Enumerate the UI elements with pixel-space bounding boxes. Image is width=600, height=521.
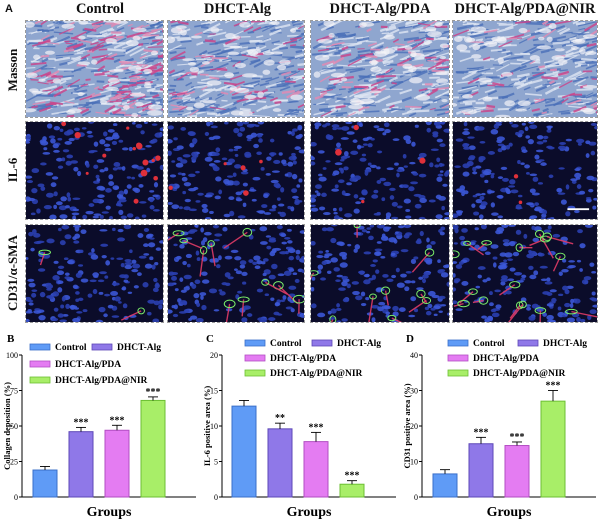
y-tick-label: 25 <box>10 458 18 467</box>
legend-swatch-d-dhct-alg-pda-nir <box>447 369 469 377</box>
bar-c-control <box>231 405 257 498</box>
x-axis-label-d: Groups <box>487 505 532 520</box>
micrograph-masson-control <box>25 20 164 118</box>
bar-d-dhct-alg-pda-nir <box>540 400 566 498</box>
micrograph-il6-dhct-alg <box>167 121 305 220</box>
micrograph-il6-control <box>25 121 164 220</box>
panel-letter-d: D <box>406 333 414 345</box>
bar-c-dhct-alg-pda-nir <box>339 483 365 498</box>
column-title-dhct-alg-pda-nir: DHCT-Alg/PDA@NIR <box>454 1 596 17</box>
legend-swatch-b-control <box>29 343 51 351</box>
micrograph-masson-dhct-alg-pda <box>310 20 450 118</box>
legend-label-c-control: Control <box>270 339 302 349</box>
y-tick-label: 10 <box>410 458 418 467</box>
bar-d-control <box>432 473 458 498</box>
bar-c-dhct-alg <box>267 428 293 498</box>
bar-d-dhct-alg-pda <box>504 445 530 498</box>
bar-b-dhct-alg-pda-nir <box>140 399 166 498</box>
y-tick-label: 20 <box>210 351 218 360</box>
bar-b-dhct-alg-pda <box>104 429 130 498</box>
legend-swatch-c-control <box>244 339 266 347</box>
y-tick-label: 75 <box>10 387 18 396</box>
micrograph-cd31-asma-dhct-alg <box>167 224 305 323</box>
y-tick-label: 5 <box>214 458 218 467</box>
column-title-dhct-alg: DHCT-Alg <box>203 1 272 17</box>
legend-swatch-d-dhct-alg <box>517 339 539 347</box>
row-label-masson: Masson <box>5 48 20 92</box>
legend-swatch-c-dhct-alg-pda-nir <box>244 369 266 377</box>
micrograph-il6-dhct-alg-pda <box>310 121 450 220</box>
significance-d-dhct-alg-pda: *** <box>510 432 525 443</box>
chart-b-collagen-deposition: B 0 25 50 75 100 Collagen deposition (%) Groups… <box>0 330 200 521</box>
y-tick-label: 50 <box>10 422 18 431</box>
y-axis-label-d: CD31 positive area (%) <box>402 383 412 468</box>
micrograph-cd31-asma-control <box>25 224 164 323</box>
legend-swatch-d-dhct-alg-pda <box>447 354 469 362</box>
x-axis-label-b: Groups <box>87 505 132 520</box>
legend-swatch-b-dhct-alg-pda-nir <box>29 376 51 384</box>
legend-swatch-c-dhct-alg-pda <box>244 354 266 362</box>
legend-label-b-dhct-alg-pda-nir: DHCT-Alg/PDA@NIR <box>55 376 148 386</box>
legend-label-d-dhct-alg-pda-nir: DHCT-Alg/PDA@NIR <box>473 369 566 379</box>
significance-b-dhct-alg-pda-nir: *** <box>146 387 161 398</box>
panel-letter-a: A <box>5 3 13 15</box>
y-axis-label-c: IL-6 positive area (%) <box>202 386 212 467</box>
legend-label-c-dhct-alg: DHCT-Alg <box>337 339 381 349</box>
legend-swatch-b-dhct-alg-pda <box>29 360 51 368</box>
micrograph-cd31-asma-dhct-alg-pda-nir <box>452 224 598 323</box>
y-tick-label: 0 <box>214 493 218 502</box>
bar-b-dhct-alg <box>68 431 94 498</box>
legend-label-b-dhct-alg: DHCT-Alg <box>117 343 161 353</box>
significance-c-dhct-alg-pda-nir: *** <box>345 471 360 482</box>
y-tick-label: 0 <box>14 493 18 502</box>
micrograph-masson-dhct-alg <box>167 20 305 118</box>
significance-b-dhct-alg: *** <box>74 417 89 428</box>
micrograph-il6-dhct-alg-pda-nir <box>452 121 598 220</box>
row-label-il6: IL-6 <box>5 157 20 183</box>
micrograph-masson-dhct-alg-pda-nir <box>452 20 598 118</box>
y-tick-label: 10 <box>210 422 218 431</box>
micrograph-cd31-asma-dhct-alg-pda <box>310 224 450 323</box>
significance-d-dhct-alg-pda-nir: *** <box>546 381 561 392</box>
y-axis-label-b: Collagen deposition (%) <box>2 382 12 470</box>
column-title-control: Control <box>75 1 125 17</box>
legend-label-d-dhct-alg-pda: DHCT-Alg/PDA <box>473 354 539 364</box>
panel-letter-b: B <box>7 333 15 345</box>
chart-d-cd31-positive-area: D 0 10 20 30 40 CD31 positive area (%) Groups **… <box>400 330 600 521</box>
bar-c-dhct-alg-pda <box>303 441 329 498</box>
bar-b-control <box>32 469 58 498</box>
legend-label-b-control: Control <box>55 343 87 353</box>
column-title-dhct-alg-pda: DHCT-Alg/PDA <box>329 1 431 17</box>
legend-label-b-dhct-alg-pda: DHCT-Alg/PDA <box>55 360 121 370</box>
legend-label-d-control: Control <box>473 339 505 349</box>
row-label-cd31-asma: CD31/α-SMA <box>5 235 20 311</box>
legend-swatch-c-dhct-alg <box>311 339 333 347</box>
legend-label-c-dhct-alg-pda-nir: DHCT-Alg/PDA@NIR <box>270 369 363 379</box>
significance-c-dhct-alg: ** <box>275 413 285 424</box>
y-tick-label: 30 <box>410 387 418 396</box>
chart-c-il6-positive-area: C 0 5 10 15 20 IL-6 positive area (%) Groups ** *… <box>200 330 400 521</box>
significance-d-dhct-alg: *** <box>474 427 489 438</box>
y-tick-label: 40 <box>410 351 418 360</box>
legend-swatch-d-control <box>447 339 469 347</box>
bar-d-dhct-alg <box>468 443 494 498</box>
y-tick-label: 20 <box>410 422 418 431</box>
y-tick-label: 0 <box>414 493 418 502</box>
y-tick-label: 100 <box>6 351 18 360</box>
significance-c-dhct-alg-pda: *** <box>309 422 324 433</box>
x-axis-label-c: Groups <box>287 505 332 520</box>
significance-b-dhct-alg-pda: *** <box>110 415 125 426</box>
panel-letter-c: C <box>206 333 214 345</box>
legend-swatch-b-dhct-alg <box>91 343 113 351</box>
legend-label-c-dhct-alg-pda: DHCT-Alg/PDA <box>270 354 336 364</box>
y-tick-label: 15 <box>210 387 218 396</box>
legend-label-d-dhct-alg: DHCT-Alg <box>543 339 587 349</box>
